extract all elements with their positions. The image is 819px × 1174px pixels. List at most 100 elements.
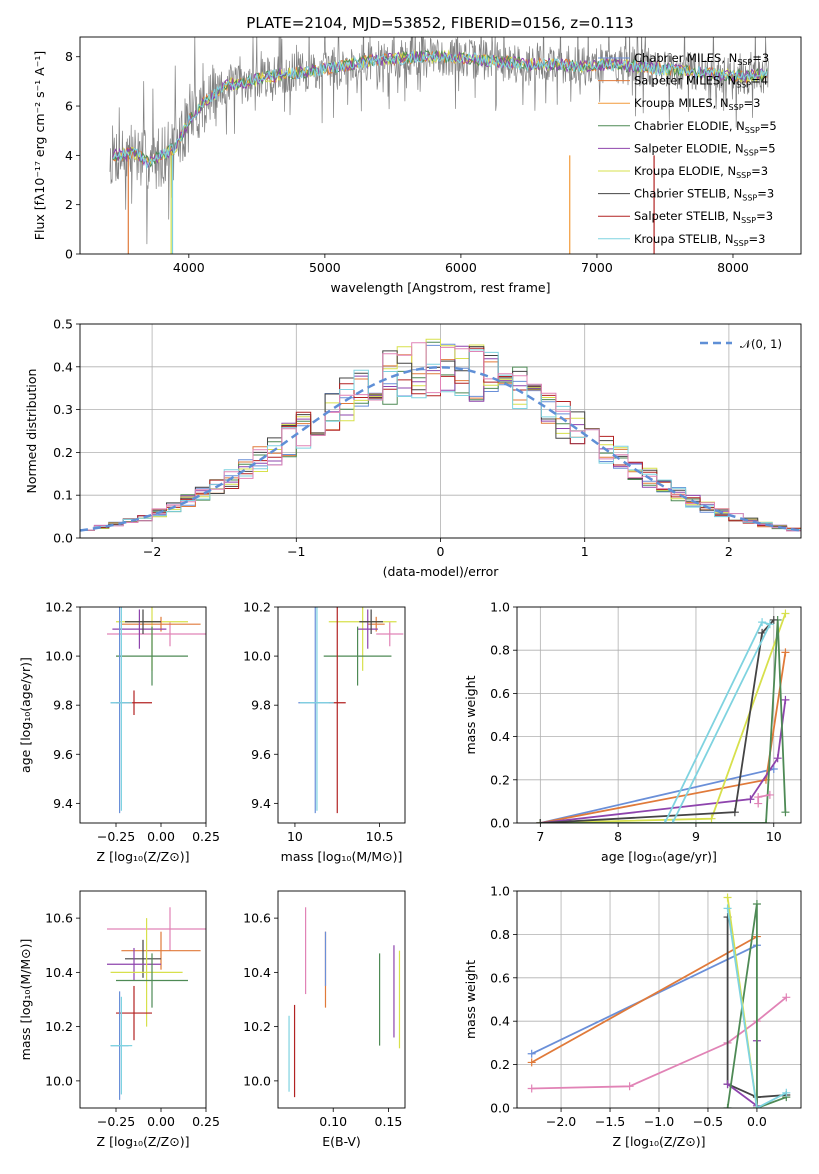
weight-marker bbox=[660, 819, 669, 823]
weight-marker bbox=[723, 1104, 732, 1108]
normal-reference-curve bbox=[80, 366, 801, 532]
y-tick-label: 10.2 bbox=[243, 600, 271, 615]
legend-label: Chabrier STELIB, NSSP=3 bbox=[634, 187, 774, 203]
weight-series-kroupa-stelib bbox=[726, 908, 787, 1108]
x-tick-label: 10 bbox=[766, 829, 782, 844]
legend-label: Kroupa STELIB, NSSP=3 bbox=[634, 232, 765, 248]
weight-series-chabrier-stelib bbox=[726, 917, 787, 1099]
y-tick-label: 4 bbox=[65, 148, 73, 163]
x-tick-label: 0.0 bbox=[747, 1114, 767, 1129]
axes-frame bbox=[277, 890, 406, 1109]
y-tick-label: 0.4 bbox=[53, 359, 73, 374]
y-axis-label: age [log₁₀(age/yr)] bbox=[18, 657, 33, 773]
legend-label: Kroupa MILES, NSSP=3 bbox=[634, 96, 760, 112]
mass-vs-Z-chart: −0.25 0.00 0.25 10.0 10.2 10.4 10.6 Z [log₁₀(Z/… bbox=[18, 890, 220, 1149]
y-tick-label: 10.0 bbox=[45, 649, 73, 664]
x-tick-label: −1.0 bbox=[644, 1114, 674, 1129]
x-axis-label: Z [log₁₀(Z/Z⊙)] bbox=[97, 849, 190, 864]
weight-marker bbox=[773, 754, 782, 763]
weight-marker bbox=[781, 609, 790, 618]
y-tick-label: 9.6 bbox=[53, 747, 73, 762]
weight-marker bbox=[782, 993, 791, 1002]
y-tick-label: 10.2 bbox=[243, 1019, 271, 1034]
y-tick-label: 0.8 bbox=[490, 927, 510, 942]
axes-frame bbox=[79, 890, 207, 1109]
weight-marker bbox=[781, 695, 790, 704]
y-tick-label: 9.6 bbox=[251, 747, 271, 762]
residuals-legend: 𝒩(0, 1) bbox=[700, 337, 782, 351]
x-axis-label: wavelength [Angstrom, rest frame] bbox=[330, 280, 550, 295]
x-tick-label: 7 bbox=[536, 829, 544, 844]
weight-plot-area bbox=[536, 609, 790, 823]
x-tick-label: 0.25 bbox=[192, 1114, 220, 1129]
y-tick-label: 1.0 bbox=[490, 600, 510, 615]
x-tick-label: 5000 bbox=[309, 260, 341, 275]
weight-marker bbox=[752, 1104, 761, 1108]
y-tick-label: 10.0 bbox=[243, 649, 271, 664]
weight-series-salpeter-miles bbox=[531, 935, 758, 1064]
y-tick-label: 0.3 bbox=[53, 402, 73, 417]
y-tick-label: 0.0 bbox=[490, 1101, 510, 1116]
axes-frame bbox=[277, 606, 406, 824]
errorbar-plot-area bbox=[288, 907, 401, 1098]
x-axis-label: Z [log₁₀(Z/Z⊙)] bbox=[613, 1134, 706, 1149]
weight-marker bbox=[758, 618, 767, 627]
legend-label: Salpeter MILES, NSSP=4 bbox=[634, 74, 768, 90]
errorbar-plot-area bbox=[298, 607, 404, 814]
y-tick-label: 9.8 bbox=[251, 698, 271, 713]
weight-marker bbox=[730, 808, 739, 817]
weight-marker bbox=[723, 904, 732, 913]
legend-label: Salpeter STELIB, NSSP=3 bbox=[634, 209, 773, 225]
weight-series-chabrier-miles bbox=[540, 768, 775, 823]
y-axis-label: mass [log₁₀(M/M⊙)] bbox=[18, 939, 33, 1061]
y-axis-label: mass weight bbox=[463, 675, 478, 754]
x-tick-label: 8 bbox=[614, 829, 622, 844]
y-tick-label: 0.2 bbox=[53, 445, 73, 460]
x-tick-label: −0.25 bbox=[97, 1114, 135, 1129]
x-tick-label: 6000 bbox=[445, 260, 477, 275]
x-tick-label: −1 bbox=[287, 544, 305, 559]
legend-label: Salpeter ELODIE, NSSP=5 bbox=[634, 141, 776, 157]
y-axis-label: Flux [fλ10⁻¹⁷ erg cm⁻² s⁻¹ A⁻¹] bbox=[32, 51, 47, 240]
y-tick-label: 10.4 bbox=[243, 965, 271, 980]
x-tick-label: 0.00 bbox=[147, 829, 175, 844]
errorbar-plot-area bbox=[107, 907, 206, 1100]
y-tick-label: 2 bbox=[65, 197, 73, 212]
y-tick-label: 9.4 bbox=[53, 796, 73, 811]
x-axis-label: (data-model)/error bbox=[383, 564, 500, 579]
y-tick-label: 10.4 bbox=[45, 965, 73, 980]
y-tick-label: 0 bbox=[65, 247, 73, 262]
y-tick-label: 10.2 bbox=[45, 600, 73, 615]
model-spectrum-kroupa-stelib bbox=[112, 50, 768, 170]
weight-marker bbox=[765, 790, 774, 799]
y-tick-label: 1.0 bbox=[490, 884, 510, 899]
weight-series-salpeter-miles bbox=[540, 652, 787, 823]
weight-vs-age-chart: 7 8 9 10 0.0 0.2 0.4 0.6 0.8 1.0 age [log₁₀(age/yr… bbox=[463, 600, 802, 864]
spectrum-chart: 4000 5000 6000 7000 8000 0 2 4 6 8 wavelength [Ang… bbox=[32, 36, 802, 295]
weight-vs-Z-chart: −2.0 −1.5 −1.0 −0.5 0.0 0.0 0.2 0.4 0.6 0.8 1.0 Z [… bbox=[463, 884, 802, 1149]
y-tick-label: 0.6 bbox=[490, 686, 510, 701]
y-tick-label: 8 bbox=[65, 49, 73, 64]
axes-frame bbox=[79, 606, 207, 824]
y-tick-label: 0.0 bbox=[490, 816, 510, 831]
axes-frame bbox=[79, 323, 802, 539]
axes-frame bbox=[516, 890, 802, 1109]
weight-series-chabrier-elodie bbox=[540, 619, 787, 823]
weight-marker bbox=[761, 819, 770, 823]
x-axis-label: age [log₁₀(age/yr)] bbox=[601, 849, 717, 864]
x-tick-label: 2 bbox=[725, 544, 733, 559]
spectrum-plot-area bbox=[109, 37, 769, 254]
x-axis-label: E(B-V) bbox=[322, 1134, 361, 1149]
errorbar-plot-area bbox=[107, 607, 206, 814]
age-vs-Z-chart: −0.25 0.00 0.25 9.4 9.6 9.8 10.0 10.2 Z [log₁₀(Z… bbox=[18, 600, 220, 865]
x-tick-label: −0.5 bbox=[693, 1114, 723, 1129]
weight-marker bbox=[536, 819, 545, 823]
y-tick-label: 10.2 bbox=[45, 1019, 73, 1034]
y-tick-label: 0.2 bbox=[490, 1057, 510, 1072]
x-tick-label: 8000 bbox=[717, 260, 749, 275]
weight-marker bbox=[754, 793, 763, 802]
x-axis-label: mass [log₁₀(M/M⊙)] bbox=[281, 849, 403, 864]
weight-marker bbox=[769, 615, 778, 624]
y-tick-label: 0.5 bbox=[53, 317, 73, 332]
y-tick-label: 0.0 bbox=[53, 531, 73, 546]
